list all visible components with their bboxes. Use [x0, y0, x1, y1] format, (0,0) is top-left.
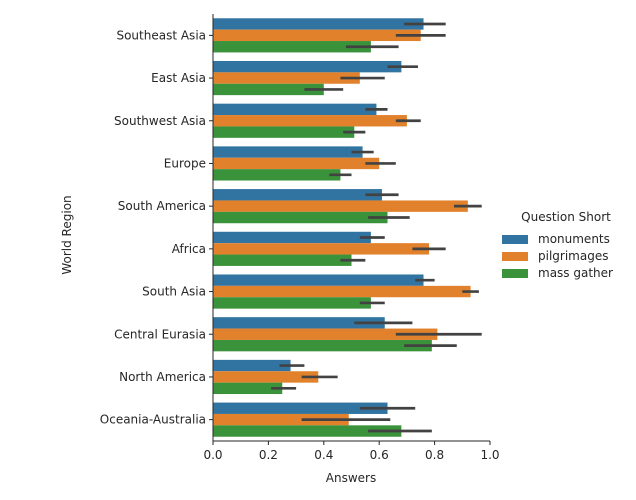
x-tick-label: 0.0 — [203, 448, 222, 462]
bar-pilgrimages — [213, 285, 471, 298]
bar-mass-gather — [213, 83, 324, 96]
bar-pilgrimages — [213, 328, 438, 340]
y-tick-label: Africa — [172, 242, 206, 256]
bar-pilgrimages — [213, 200, 468, 212]
y-tick-label: North America — [119, 370, 206, 384]
y-tick-label: South America — [118, 199, 206, 213]
x-tick-label: 0.4 — [314, 448, 333, 462]
legend-title: Question Short — [521, 210, 611, 224]
bar-monuments — [213, 189, 382, 201]
bar-mass-gather — [213, 425, 402, 437]
bar-monuments — [213, 274, 424, 286]
y-tick-label: East Asia — [151, 71, 206, 85]
y-axis-title: World Region — [60, 195, 74, 274]
bar-pilgrimages — [213, 157, 380, 170]
bar-mass-gather — [213, 297, 371, 309]
legend-swatch — [502, 235, 528, 244]
bar-pilgrimages — [213, 115, 407, 127]
bar-pilgrimages — [213, 29, 421, 42]
bar-mass-gather — [213, 339, 432, 352]
legend-label: mass gather — [538, 266, 613, 280]
bar-mass-gather — [213, 211, 388, 224]
bar-pilgrimages — [213, 371, 319, 383]
bar-monuments — [213, 146, 363, 158]
bar-mass-gather — [213, 126, 355, 138]
bar-monuments — [213, 317, 385, 329]
bar-monuments — [213, 18, 424, 30]
x-tick-label: 0.8 — [425, 448, 444, 462]
bar-pilgrimages — [213, 72, 360, 84]
bar-monuments — [213, 103, 377, 116]
y-tick-label: Southeast Asia — [116, 28, 206, 42]
plot-area — [213, 18, 482, 437]
y-tick-label: South Asia — [142, 285, 206, 299]
y-tick-label: Central Eurasia — [114, 327, 206, 341]
legend: Question Short monuments pilgrimages mass … — [502, 210, 613, 280]
x-tick-label: 0.2 — [259, 448, 278, 462]
legend-swatch — [502, 252, 528, 261]
bar-monuments — [213, 231, 371, 244]
legend-label: pilgrimages — [538, 249, 608, 263]
y-axis: Southeast Asia East Asia Southwest Asia Eur… — [100, 14, 214, 441]
x-axis-title: Answers — [326, 471, 376, 485]
legend-swatch — [502, 269, 528, 278]
x-tick-label: 1.0 — [480, 448, 499, 462]
bar-mass-gather — [213, 254, 352, 266]
bar-monuments — [213, 60, 402, 73]
bar-pilgrimages — [213, 413, 349, 426]
bar-pilgrimages — [213, 243, 430, 255]
bar-mass-gather — [213, 41, 371, 53]
y-tick-label: Southwest Asia — [114, 114, 206, 128]
bar-mass-gather — [213, 382, 283, 395]
y-tick-label: Europe — [164, 156, 206, 170]
x-tick-label: 0.6 — [370, 448, 389, 462]
legend-label: monuments — [538, 232, 610, 246]
bar-monuments — [213, 402, 388, 414]
x-axis: 0.0 0.2 0.4 0.6 0.8 1.0 — [203, 440, 500, 462]
bar-mass-gather — [213, 169, 341, 181]
y-tick-label: Oceania-Australia — [100, 413, 206, 427]
bar-monuments — [213, 359, 291, 372]
